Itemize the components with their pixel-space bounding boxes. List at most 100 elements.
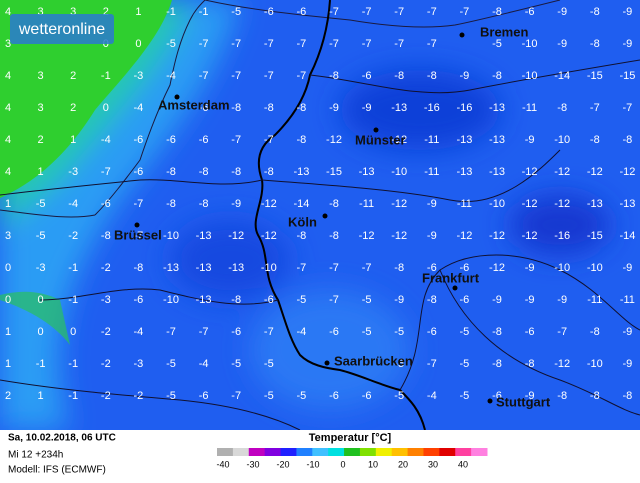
grid-value: -5 — [460, 390, 470, 402]
grid-value: -12 — [554, 358, 570, 370]
grid-value: -8 — [394, 70, 404, 82]
grid-value: -15 — [619, 70, 635, 82]
grid-value: -9 — [460, 70, 470, 82]
grid-value: -6 — [134, 134, 144, 146]
grid-value: -2 — [101, 358, 111, 370]
grid-value: -2 — [101, 262, 111, 274]
grid-value: -7 — [590, 102, 600, 114]
grid-value: 3 — [38, 6, 44, 18]
city-dot — [134, 222, 140, 228]
grid-value: 4 — [5, 166, 11, 178]
legend-tick-label: -20 — [276, 459, 289, 469]
legend-tick-label: 30 — [428, 459, 438, 469]
colorbar-segment — [439, 448, 456, 456]
grid-value: -2 — [101, 326, 111, 338]
legend-tick-label: 0 — [340, 459, 345, 469]
grid-value: -13 — [228, 262, 244, 274]
grid-value: -16 — [456, 102, 472, 114]
grid-value: -1 — [36, 358, 46, 370]
grid-value: -9 — [623, 38, 633, 50]
grid-value: 0 — [38, 326, 44, 338]
grid-value: -8 — [231, 166, 241, 178]
grid-value: -11 — [457, 198, 472, 210]
grid-value: -8 — [329, 198, 339, 210]
grid-value: 1 — [38, 390, 44, 402]
grid-value: -14 — [619, 230, 635, 242]
grid-value: -8 — [329, 70, 339, 82]
grid-value: -9 — [557, 294, 567, 306]
grid-value: -13 — [619, 198, 635, 210]
city-dot — [322, 213, 328, 219]
grid-value: -9 — [623, 358, 633, 370]
grid-value: -1 — [68, 390, 78, 402]
grid-value: -7 — [166, 326, 176, 338]
grid-value: -13 — [456, 134, 472, 146]
grid-value: -7 — [394, 6, 404, 18]
grid-value: 0 — [5, 294, 11, 306]
grid-value: -8 — [199, 166, 209, 178]
grid-value: -12 — [587, 166, 603, 178]
grid-value: -12 — [359, 230, 375, 242]
grid-value: -3 — [134, 358, 144, 370]
grid-value: -13 — [489, 102, 505, 114]
grid-value: -7 — [329, 38, 339, 50]
grid-value: -12 — [522, 198, 538, 210]
grid-value: -7 — [329, 294, 339, 306]
city-dot — [452, 285, 458, 291]
grid-value: -7 — [101, 166, 111, 178]
grid-value: 4 — [5, 70, 11, 82]
colorbar-segment — [248, 448, 266, 456]
grid-value: -5 — [36, 198, 46, 210]
grid-value: -5 — [166, 390, 176, 402]
grid-value: -13 — [196, 294, 212, 306]
grid-value: -12 — [489, 262, 505, 274]
grid-value: -4 — [427, 390, 437, 402]
grid-value: -12 — [326, 134, 342, 146]
grid-value: -10 — [587, 262, 603, 274]
grid-value: -8 — [557, 102, 567, 114]
grid-value: -3 — [36, 262, 46, 274]
grid-value: -8 — [264, 102, 274, 114]
grid-value: -8 — [199, 198, 209, 210]
grid-value: -8 — [590, 390, 600, 402]
grid-value: -2 — [134, 390, 144, 402]
legend-tick-label: -40 — [216, 459, 229, 469]
grid-value: -8 — [492, 358, 502, 370]
grid-value: -6 — [231, 326, 241, 338]
city-dot — [459, 32, 465, 38]
grid-value: -13 — [391, 102, 407, 114]
grid-value: -6 — [427, 326, 437, 338]
grid-value: -11 — [424, 134, 439, 146]
legend-tick-label: 20 — [398, 459, 408, 469]
grid-value: 0 — [70, 326, 76, 338]
grid-value: -2 — [68, 230, 78, 242]
colorbar: -40 -30 -20 -10 0 10 20 30 40 — [216, 448, 488, 469]
grid-value: -9 — [427, 198, 437, 210]
grid-value: 2 — [5, 390, 11, 402]
grid-value: -8 — [590, 326, 600, 338]
grid-value: -6 — [460, 262, 470, 274]
grid-value: -5 — [362, 326, 372, 338]
legend-tick-label: -30 — [246, 459, 259, 469]
footer-model: Modell: IFS (ECMWF) — [8, 465, 106, 476]
grid-value: -7 — [329, 6, 339, 18]
city-label: Bremen — [480, 24, 528, 39]
grid-value: -8 — [590, 134, 600, 146]
colorbar-segment — [359, 448, 377, 456]
city-dot — [324, 360, 330, 366]
grid-value: 2 — [38, 134, 44, 146]
grid-value: -6 — [362, 70, 372, 82]
grid-value: 3 — [70, 6, 76, 18]
grid-value: -14 — [293, 198, 309, 210]
grid-value: -7 — [231, 134, 241, 146]
country-border — [254, 0, 426, 431]
grid-value: -6 — [492, 390, 502, 402]
grid-value: -7 — [297, 70, 307, 82]
grid-value: -9 — [231, 198, 241, 210]
grid-value: -11 — [587, 294, 602, 306]
coastline — [0, 0, 561, 218]
grid-value: -12 — [456, 230, 472, 242]
grid-value: -8 — [525, 358, 535, 370]
grid-value: -8 — [623, 390, 633, 402]
